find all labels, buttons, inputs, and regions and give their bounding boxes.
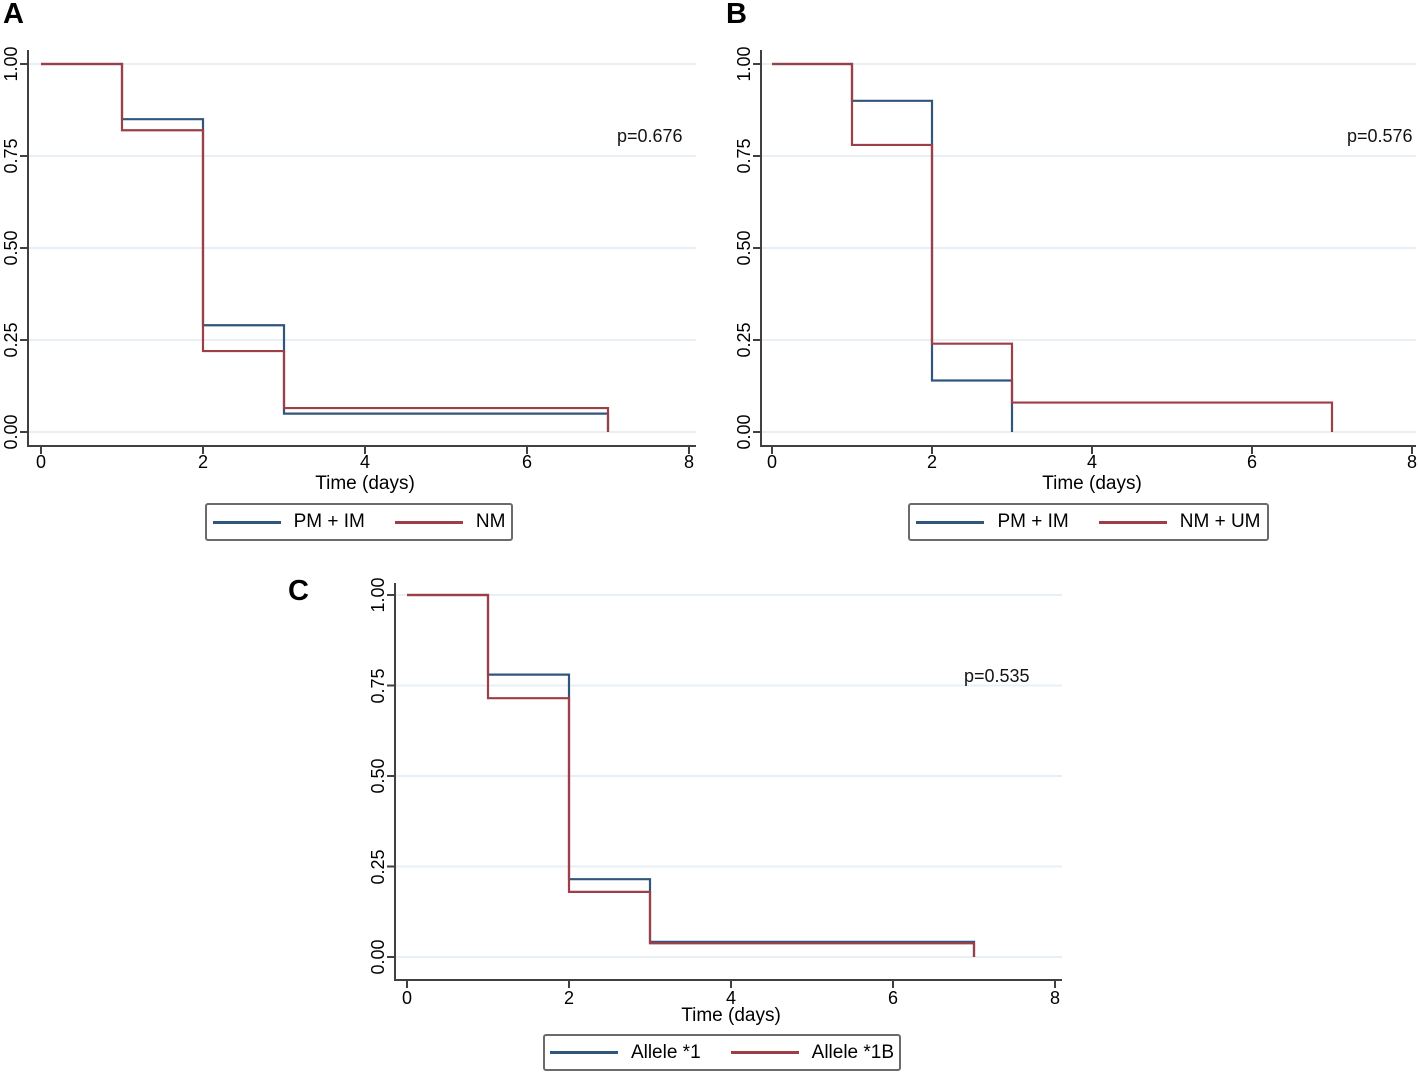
y-axis-tick-label: 0.50 bbox=[734, 230, 754, 266]
y-axis-tick-label: 0.00 bbox=[734, 414, 754, 450]
legend-item: PM + IM bbox=[212, 511, 365, 533]
x-axis-tick-label: 0 bbox=[766, 452, 777, 472]
navy-line-swatch bbox=[916, 520, 985, 524]
y-axis-tick-label: 1.00 bbox=[734, 46, 754, 82]
y-axis-tick-label: 1.00 bbox=[1, 46, 21, 82]
panel-b-label: B bbox=[726, 0, 747, 30]
panel-a-p-value: p=0.676 bbox=[617, 126, 683, 146]
y-axis-tick-label: 0.75 bbox=[368, 667, 388, 704]
legend-item: NM + UM bbox=[1098, 511, 1261, 533]
legend-item: Allele *1 bbox=[549, 1041, 701, 1064]
legend-label: PM + IM bbox=[293, 511, 365, 532]
panel-a-x-axis-title: Time (days) bbox=[315, 473, 415, 494]
y-axis-tick-label: 0.25 bbox=[734, 322, 754, 358]
x-axis-tick-label: 6 bbox=[887, 988, 898, 1008]
maroon-line-swatch bbox=[394, 520, 463, 524]
panel-b-x-axis-title: Time (days) bbox=[1042, 473, 1142, 494]
panel-c-p-value: p=0.535 bbox=[964, 666, 1030, 686]
x-axis-tick-label: 0 bbox=[401, 988, 412, 1008]
y-axis-tick-label: 0.00 bbox=[368, 939, 388, 975]
x-axis-tick-label: 2 bbox=[926, 452, 937, 472]
y-axis-tick-label: 0.25 bbox=[368, 848, 388, 885]
legend-label: PM + IM bbox=[997, 511, 1069, 532]
x-axis-tick-label: 0 bbox=[35, 452, 46, 472]
legend-item: Allele *1B bbox=[730, 1041, 895, 1064]
x-axis-tick-label: 4 bbox=[1086, 452, 1097, 472]
legend-label: Allele *1 bbox=[630, 1041, 701, 1063]
y-axis-tick-label: 0.25 bbox=[1, 322, 21, 358]
y-axis-tick-label: 0.50 bbox=[368, 758, 388, 794]
panel-a-legend: PM + IM NM bbox=[205, 503, 513, 541]
y-axis-tick-label: 0.00 bbox=[1, 414, 21, 450]
maroon-line-swatch bbox=[730, 1051, 799, 1054]
navy-line-swatch bbox=[549, 1051, 618, 1054]
maroon-line-swatch bbox=[1098, 520, 1167, 524]
x-axis-tick-label: 2 bbox=[197, 452, 208, 472]
legend-label: NM + UM bbox=[1179, 511, 1261, 532]
legend-item: NM bbox=[394, 511, 506, 533]
x-axis-tick-label: 8 bbox=[1406, 452, 1417, 472]
legend-item: PM + IM bbox=[916, 511, 1069, 533]
panel-a-label: A bbox=[3, 0, 24, 30]
y-axis-tick-label: 0.50 bbox=[1, 230, 21, 266]
y-axis-tick-label: 0.75 bbox=[734, 138, 754, 174]
y-axis-tick-label: 0.75 bbox=[1, 138, 21, 174]
x-axis-tick-label: 8 bbox=[683, 452, 694, 472]
panel-c-label: C bbox=[288, 575, 309, 607]
y-axis-tick-label: 1.00 bbox=[368, 577, 388, 613]
x-axis-tick-label: 8 bbox=[1049, 988, 1060, 1008]
panel-b-legend: PM + IM NM + UM bbox=[908, 503, 1269, 541]
legend-label: NM bbox=[475, 511, 506, 532]
x-axis-tick-label: 4 bbox=[359, 452, 370, 472]
legend-label: Allele *1B bbox=[811, 1041, 895, 1063]
x-axis-tick-label: 6 bbox=[521, 452, 532, 472]
panel-b-p-value: p=0.576 bbox=[1347, 126, 1413, 146]
x-axis-tick-label: 2 bbox=[563, 988, 574, 1008]
x-axis-tick-label: 4 bbox=[725, 988, 736, 1008]
x-axis-tick-label: 6 bbox=[1246, 452, 1257, 472]
panel-c-legend: Allele *1 Allele *1B bbox=[543, 1034, 901, 1071]
panel-c-x-axis-title: Time (days) bbox=[681, 1005, 781, 1026]
navy-line-swatch bbox=[212, 520, 281, 524]
